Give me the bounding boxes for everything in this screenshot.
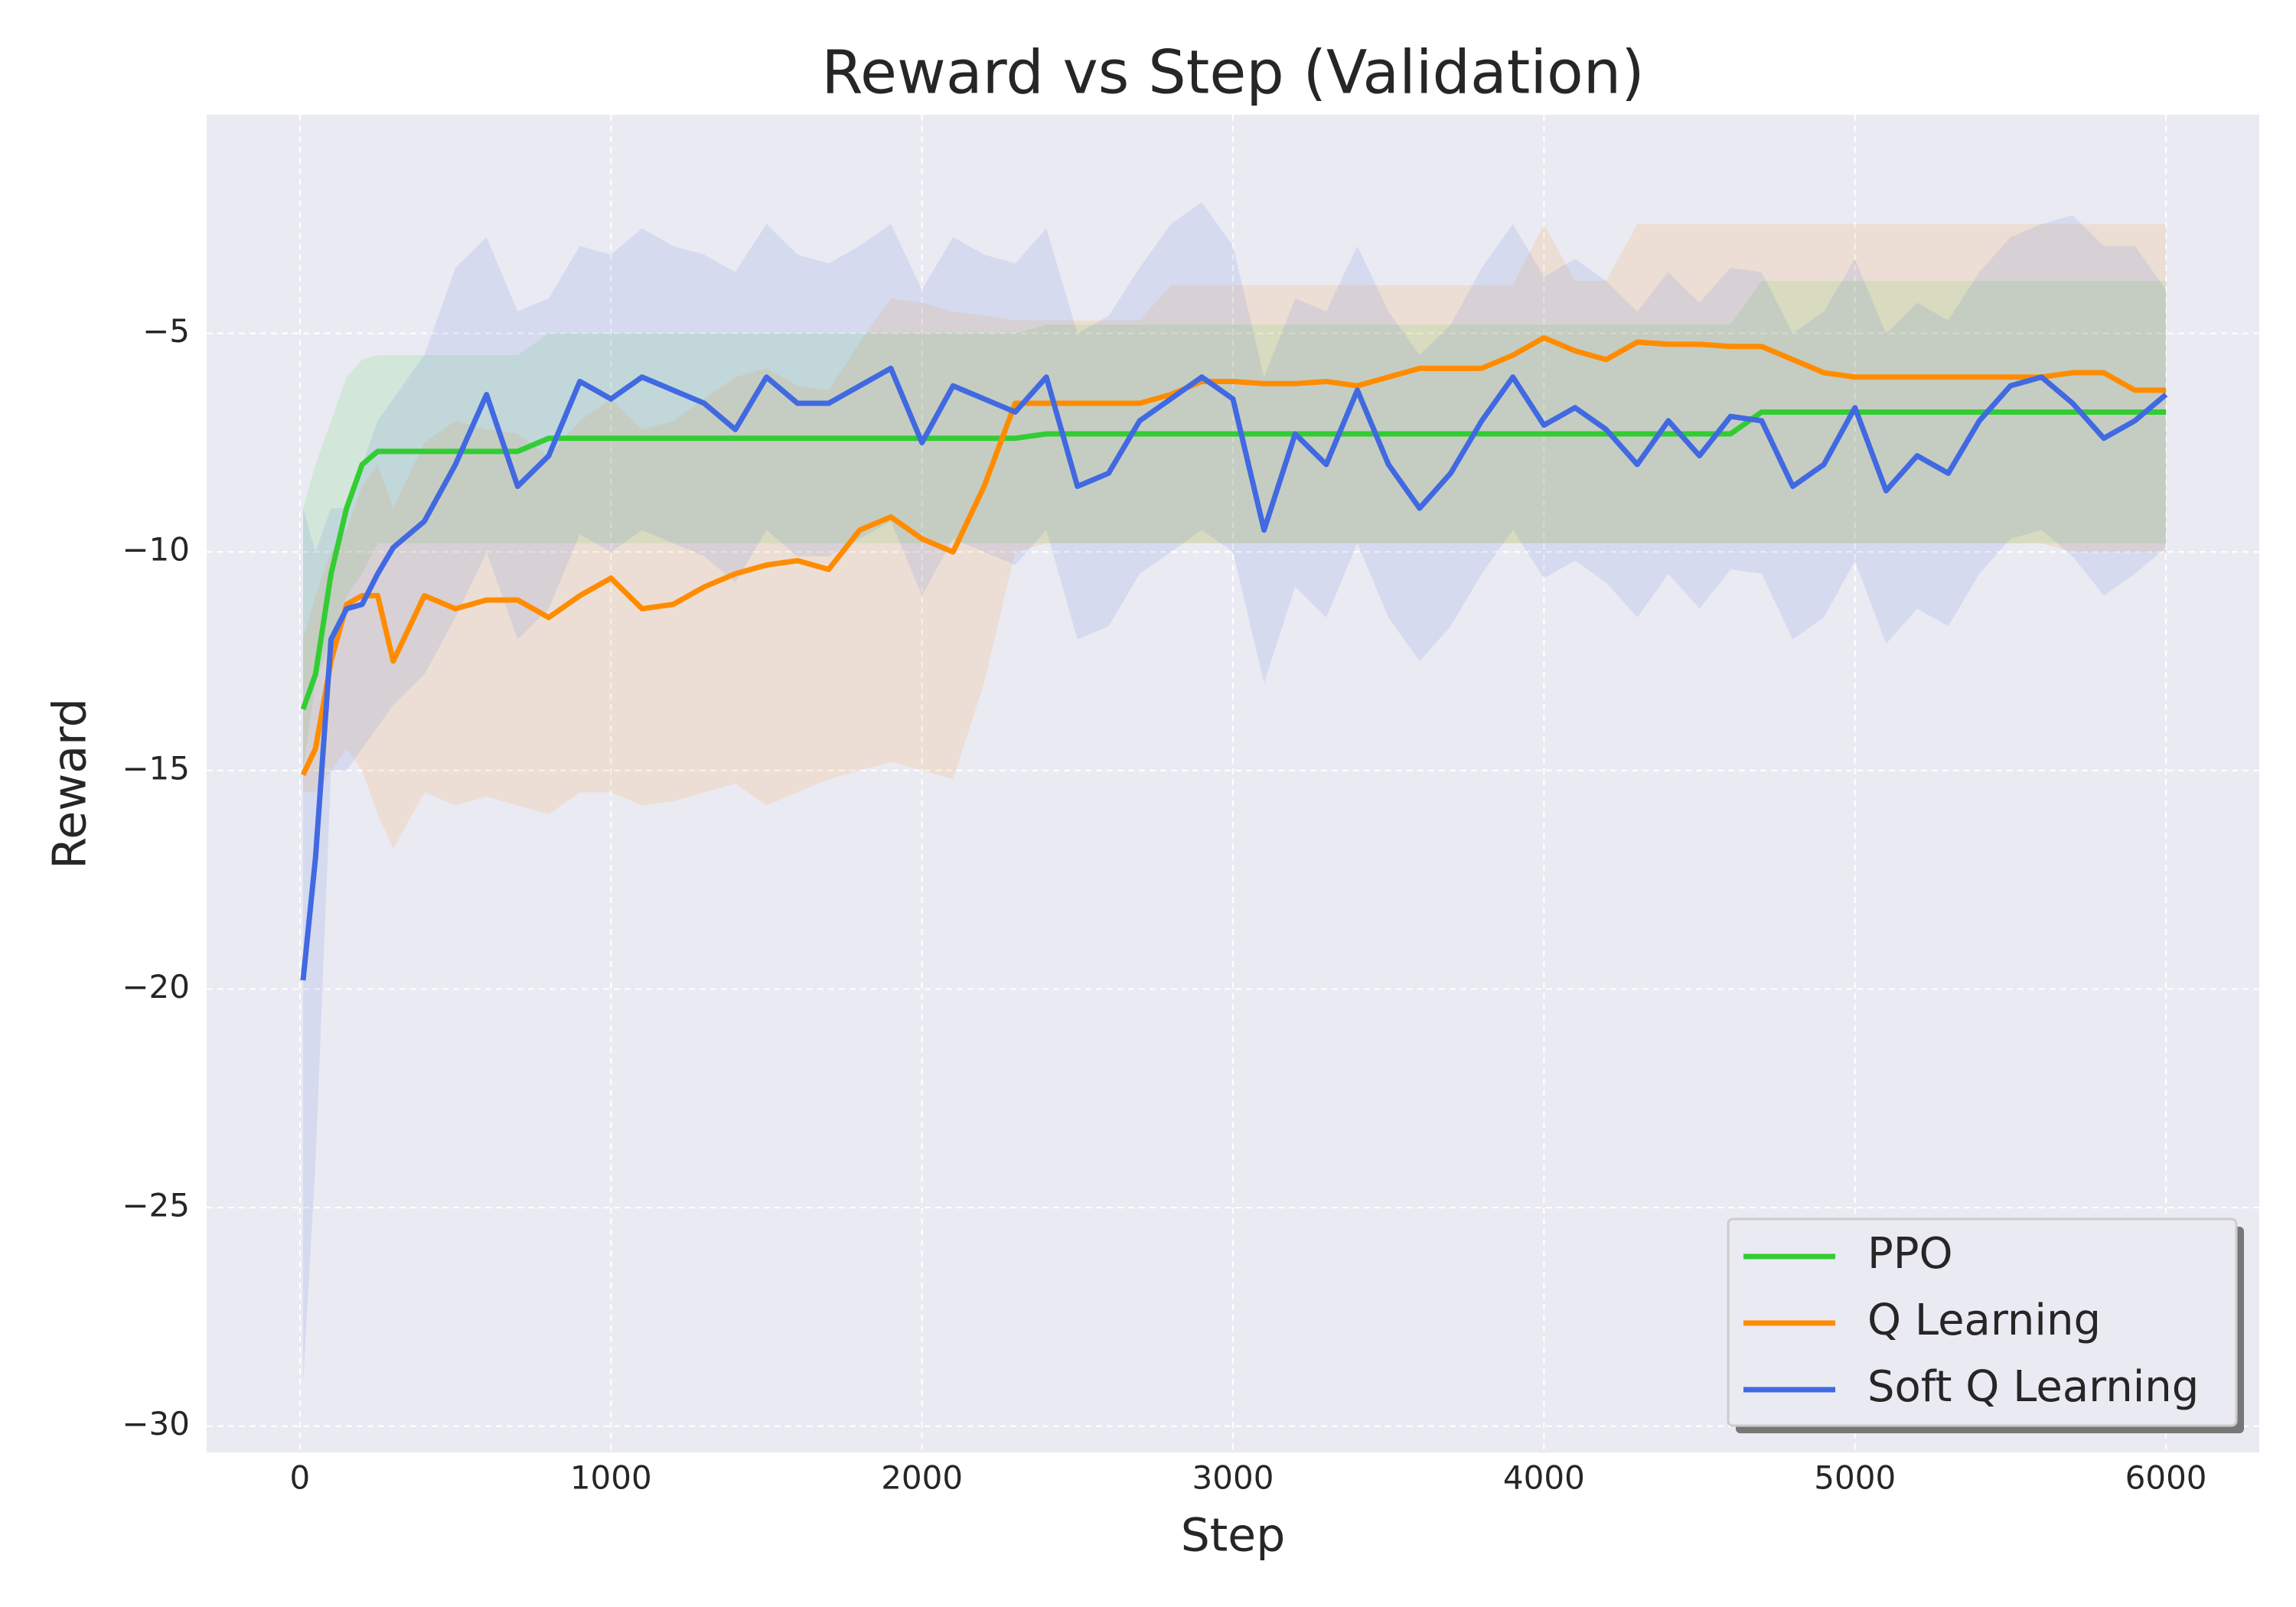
x-tick-label: 4000	[1503, 1459, 1585, 1497]
series-line	[300, 365, 2168, 981]
y-tick-label: −30	[122, 1405, 190, 1442]
legend-label: Q Learning	[1867, 1296, 2101, 1345]
y-tick-label: −15	[122, 749, 190, 787]
chart-title: Reward vs Step (Validation)	[821, 38, 1644, 107]
x-tick-label: 1000	[570, 1459, 652, 1497]
y-tick-label: −5	[142, 312, 190, 350]
x-tick-label: 0	[290, 1459, 311, 1497]
y-tick-label: −25	[122, 1187, 190, 1224]
confidence-band	[302, 202, 2167, 1383]
y-tick-label: −10	[122, 531, 190, 569]
tick-labels: 0 1000 2000 3000 4000 5000 6000 −30 −25 −20 −15 −10…	[122, 312, 2206, 1496]
x-tick-label: 6000	[2125, 1459, 2207, 1497]
grid	[207, 115, 2259, 1452]
x-axis-label: Step	[1181, 1509, 1286, 1563]
legend-frame	[1727, 1217, 2238, 1427]
x-tick-label: 5000	[1814, 1459, 1896, 1497]
x-tick-label: 2000	[881, 1459, 963, 1497]
series-line	[300, 409, 2167, 711]
lines	[300, 334, 2168, 981]
y-axis-label: Reward	[44, 698, 97, 869]
legend-label: Soft Q Learning	[1867, 1362, 2199, 1412]
x-tick-label: 3000	[1192, 1459, 1274, 1497]
y-tick-label: −20	[122, 968, 190, 1006]
legend-label: PPO	[1867, 1229, 1953, 1279]
confidence-band	[302, 281, 2167, 771]
legend: PPO Q Learning Soft Q Learning	[1727, 1217, 2244, 1433]
